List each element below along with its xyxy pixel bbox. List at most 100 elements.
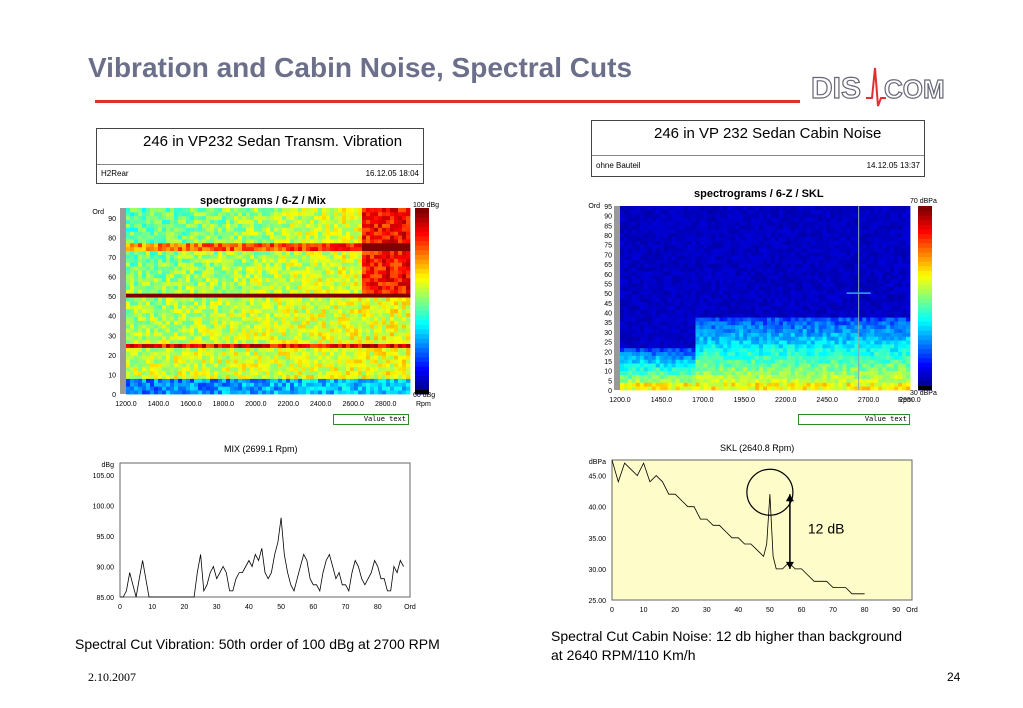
left-spec-cell: [370, 277, 375, 283]
right-spec-cell: [687, 248, 692, 253]
left-spec-cell: [286, 246, 291, 252]
right-spec-cell: [623, 363, 629, 368]
right-spec-cell: [659, 236, 665, 241]
left-spec-cell: [234, 266, 239, 271]
right-spec-cell: [667, 359, 673, 364]
right-spec-cell: [707, 294, 712, 299]
right-spec-cell: [739, 301, 744, 307]
left-scale-cell: [415, 380, 429, 386]
right-spec-cell: [663, 359, 669, 364]
left-spec-cell: [270, 239, 275, 244]
left-spec-cell: [390, 308, 395, 314]
left-spec-cell: [318, 208, 323, 213]
left-spec-cell: [214, 235, 219, 240]
right-spec-cell: [667, 378, 673, 383]
right-spec-cell: [743, 370, 748, 376]
left-spec-cell: [162, 211, 167, 217]
right-spec-cell: [663, 382, 669, 387]
left-spec-cell: [130, 281, 135, 286]
left-spec-cell: [322, 374, 327, 379]
left-spec-cell: [330, 270, 335, 275]
right-spec-cell: [727, 240, 732, 245]
left-spec-cell: [234, 258, 239, 263]
left-spec-cell: [230, 374, 235, 379]
left-spec-cell: [366, 339, 371, 345]
left-spec-cell: [230, 250, 235, 255]
left-spec-cell: [214, 366, 219, 372]
left-spec-cell: [190, 301, 195, 306]
left-spec-cell: [282, 378, 287, 383]
left-spec-cell: [226, 335, 231, 341]
left-spec-cell: [370, 312, 375, 317]
left-spec-cell: [322, 293, 327, 298]
left-spec-cell: [306, 386, 311, 391]
left-spec-cell: [190, 277, 195, 283]
right-spec-cell: [743, 367, 748, 372]
right-spec-cell: [715, 382, 720, 387]
left-spec-cell: [382, 335, 387, 341]
left-spec-cell: [334, 266, 339, 271]
right-spec-cell: [727, 382, 732, 387]
left-spec-cell: [214, 223, 219, 228]
left-spec-cell: [126, 223, 131, 228]
left-spec-cell: [374, 246, 379, 252]
right-spec-cell: [687, 340, 692, 345]
left-spec-cell: [258, 363, 263, 368]
right-spec-cell: [651, 278, 657, 284]
right-spec-cell: [623, 217, 629, 222]
left-spec-cell: [338, 301, 343, 306]
left-spec-cell: [278, 262, 283, 267]
left-spec-cell: [234, 359, 239, 364]
left-spec-cell: [354, 270, 359, 275]
left-spec-cell: [146, 273, 151, 279]
left-spec-cell: [210, 339, 215, 345]
left-spec-cell: [294, 304, 299, 310]
left-spec-xtick: 2800.0: [375, 401, 397, 408]
left-spec-cell: [194, 328, 199, 333]
right-spec-cell: [671, 240, 677, 245]
left-spec-cell: [222, 390, 227, 395]
left-spec-cell: [150, 335, 155, 341]
left-spec-cell: [146, 231, 151, 236]
left-spec-cell: [314, 297, 319, 302]
left-spec-cell: [250, 277, 255, 283]
left-spec-cell: [130, 208, 135, 213]
right-spec-cell: [635, 355, 641, 360]
left-spec-cell: [402, 262, 407, 267]
right-spec-cell: [687, 324, 692, 330]
right-spec-cell: [655, 367, 661, 372]
left-spec-cell: [394, 386, 399, 391]
left-spec-cell: [286, 366, 291, 372]
left-spec-cell: [234, 366, 239, 372]
left-spec-cell: [398, 304, 403, 310]
left-spec-cell: [222, 301, 227, 306]
left-spec-cell: [182, 215, 187, 221]
left-spec-cell: [298, 378, 303, 383]
right-spec-cell: [719, 367, 724, 372]
left-spec-cell: [226, 339, 231, 345]
right-spec-cell: [643, 305, 649, 310]
left-spec-cell: [374, 273, 379, 279]
left-spec-cell: [406, 227, 411, 232]
left-spec-cell: [246, 208, 251, 213]
right-spec-cell: [631, 367, 637, 372]
right-spec-cell: [655, 301, 661, 307]
left-spec-cell: [166, 351, 171, 356]
left-spec-cell: [354, 297, 359, 302]
left-spec-cell: [170, 208, 175, 213]
right-spec-cell: [735, 206, 740, 211]
right-spec-cell: [631, 217, 637, 222]
left-spec-cell: [302, 366, 307, 372]
left-spec-cell: [218, 215, 223, 221]
left-value-text-box[interactable]: Value text: [333, 414, 409, 425]
right-spec-cell: [643, 374, 649, 379]
left-spec-cell: [218, 266, 223, 271]
left-spec-cell: [322, 208, 327, 213]
left-spec-cell: [258, 374, 263, 379]
right-spec-cell: [671, 367, 677, 372]
right-spec-cell: [655, 340, 661, 345]
left-spec-cell: [194, 366, 199, 372]
right-spec-cell: [731, 367, 736, 372]
left-spec-cell: [298, 262, 303, 267]
right-spec-cell: [711, 294, 716, 299]
